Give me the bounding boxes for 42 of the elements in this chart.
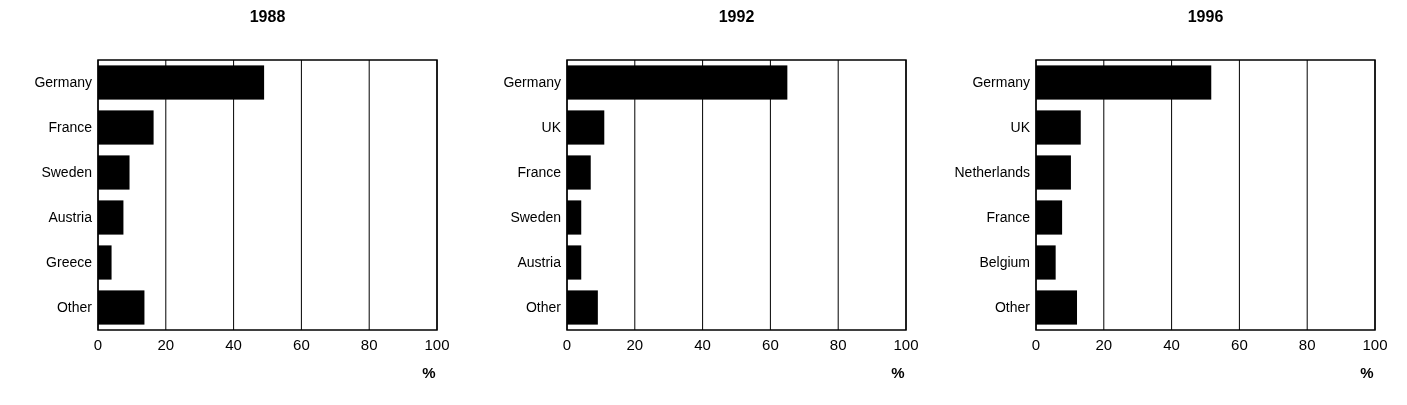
y-tick-label: Belgium (979, 254, 1030, 271)
x-tick-label: 20 (157, 336, 175, 353)
x-tick-label: 80 (829, 336, 847, 353)
x-tick-label: 0 (562, 336, 572, 353)
x-axis-title: % (422, 364, 436, 381)
y-tick-label: Netherlands (954, 164, 1030, 181)
x-tick-label: 20 (626, 336, 644, 353)
chart-title: 1988 (249, 8, 286, 25)
chart-title: 1996 (1187, 8, 1224, 25)
y-tick-label: Other (525, 299, 562, 316)
x-tick-label: 40 (1163, 336, 1180, 353)
y-tick-label: Sweden (510, 209, 561, 226)
x-tick-label: 40 (694, 336, 711, 353)
y-tick-label: UK (541, 119, 562, 136)
chart-title: 1992 (718, 8, 755, 25)
x-axis-title: % (891, 364, 905, 381)
y-tick-label: Germany (503, 74, 561, 91)
x-tick-label: 60 (1231, 336, 1248, 353)
x-tick-label: 80 (360, 336, 378, 353)
x-axis-title: % (1360, 364, 1374, 381)
y-tick-label: Germany (972, 74, 1030, 91)
y-tick-label: Germany (34, 74, 92, 91)
x-tick-label: 60 (762, 336, 779, 353)
y-tick-label: Other (56, 299, 93, 316)
x-tick-label: 80 (1298, 336, 1316, 353)
x-tick-label: 0 (93, 336, 103, 353)
x-tick-label: 40 (225, 336, 242, 353)
y-tick-label: France (48, 119, 93, 136)
x-tick-label: 100 (893, 336, 919, 353)
y-tick-label: France (517, 164, 562, 181)
x-tick-label: 0 (1031, 336, 1041, 353)
x-tick-label: 100 (1362, 336, 1388, 353)
x-tick-label: 60 (293, 336, 310, 353)
x-tick-label: 100 (424, 336, 450, 353)
y-tick-label: Austria (517, 254, 562, 271)
y-tick-label: UK (1010, 119, 1031, 136)
y-tick-label: Other (994, 299, 1031, 316)
y-tick-label: France (986, 209, 1031, 226)
y-tick-label: Greece (46, 254, 93, 271)
y-tick-label: Sweden (41, 164, 92, 181)
y-tick-label: Austria (48, 209, 93, 226)
x-tick-label: 20 (1095, 336, 1113, 353)
